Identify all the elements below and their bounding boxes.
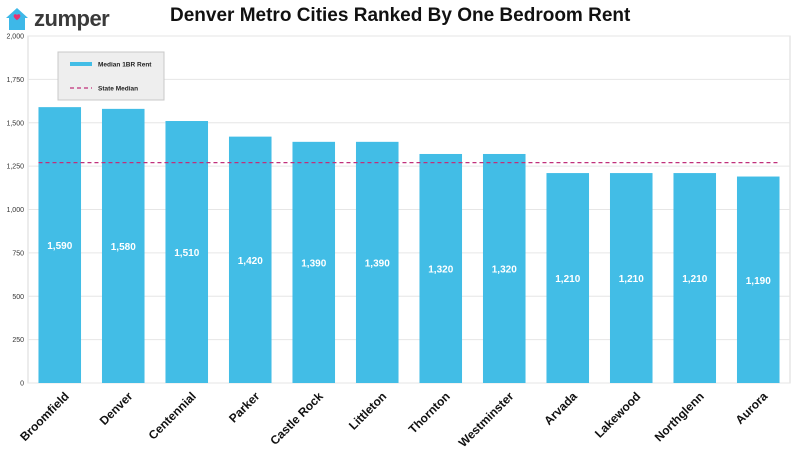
- x-category-label: Littleton: [346, 389, 389, 432]
- bar: [355, 141, 399, 383]
- x-category-label: Thornton: [406, 389, 453, 436]
- bar: [673, 173, 717, 383]
- y-tick-label: 1,250: [6, 164, 24, 171]
- y-tick-label: 1,000: [6, 207, 24, 214]
- bar-value-label: 1,320: [428, 264, 453, 275]
- bar: [165, 121, 209, 383]
- x-category-label: Centennial: [146, 389, 199, 442]
- y-tick-label: 500: [12, 294, 24, 301]
- bar: [546, 173, 590, 383]
- bar-value-label: 1,210: [619, 274, 644, 285]
- bar-value-label: 1,510: [174, 248, 199, 259]
- x-category-label: Northglenn: [652, 389, 707, 444]
- bar: [609, 173, 653, 383]
- zumper-logo: zumper: [4, 6, 110, 32]
- bar: [419, 153, 463, 383]
- bar-value-label: 1,190: [746, 276, 771, 287]
- bar-value-label: 1,390: [365, 258, 390, 269]
- x-category-label: Denver: [97, 389, 136, 428]
- bar: [38, 107, 82, 383]
- x-category-label: Castle Rock: [267, 389, 326, 448]
- bar: [482, 153, 526, 383]
- house-icon: [6, 8, 28, 30]
- x-category-label: Arvada: [541, 389, 580, 428]
- bar-value-label: 1,420: [238, 256, 263, 267]
- bar-value-label: 1,580: [111, 242, 136, 253]
- y-tick-label: 2,000: [6, 34, 24, 41]
- y-tick-label: 1,750: [6, 77, 24, 84]
- y-tick-label: 750: [12, 250, 24, 257]
- x-category-label: Broomfield: [17, 389, 72, 444]
- bar: [101, 108, 145, 384]
- chart-title: Denver Metro Cities Ranked By One Bedroo…: [170, 5, 631, 26]
- bar-value-label: 1,210: [555, 274, 580, 285]
- bar: [292, 141, 336, 383]
- x-category-label: Westminster: [456, 389, 517, 450]
- bar: [736, 176, 780, 383]
- legend-label-state-median: State Median: [98, 86, 138, 93]
- x-category-label: Lakewood: [592, 389, 643, 440]
- bar: [228, 136, 272, 383]
- y-tick-label: 250: [12, 337, 24, 344]
- legend-box: [57, 51, 165, 101]
- logo-text: zumper: [34, 6, 110, 31]
- x-category-label: Parker: [226, 389, 263, 426]
- bar-value-label: 1,210: [682, 274, 707, 285]
- bar-value-label: 1,390: [301, 258, 326, 269]
- legend-label-median-rent: Median 1BR Rent: [98, 62, 152, 69]
- y-tick-label: 1,500: [6, 120, 24, 127]
- bar-value-label: 1,590: [47, 241, 72, 252]
- y-tick-label: 0: [20, 381, 24, 388]
- x-category-label: Aurora: [733, 389, 771, 427]
- bar-value-label: 1,320: [492, 264, 517, 275]
